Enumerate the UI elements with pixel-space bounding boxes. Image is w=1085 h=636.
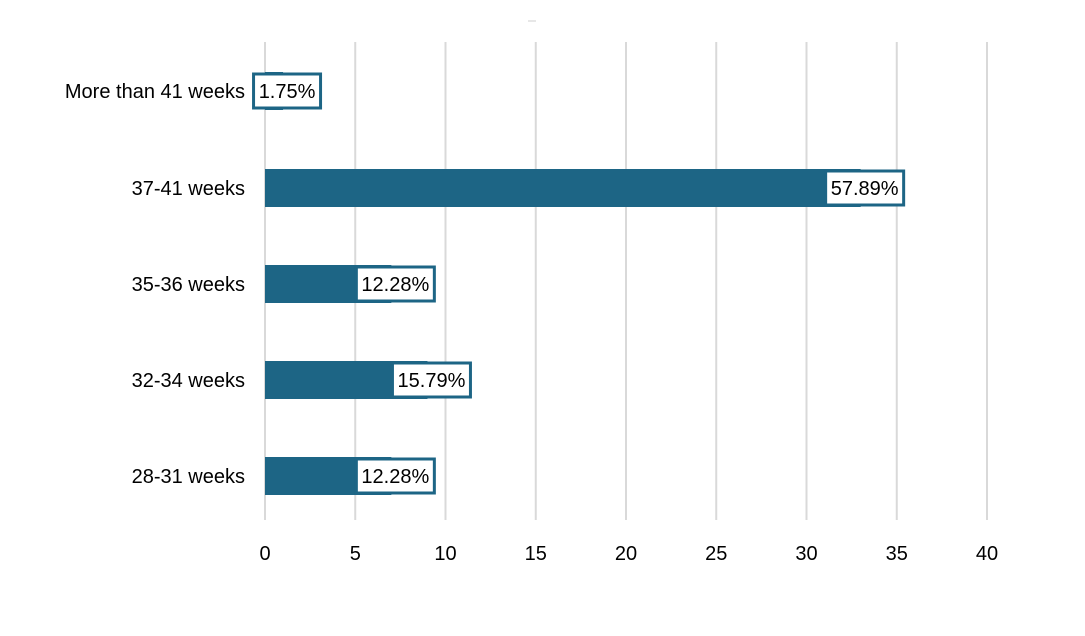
data-label-text: 12.28%	[361, 274, 429, 296]
data-label-text: 15.79%	[398, 370, 466, 392]
x-tick-label: 10	[434, 543, 456, 565]
x-tick-label: 40	[976, 543, 998, 565]
data-label-box	[354, 265, 436, 303]
data-labels: 1.75% 57.89% 12.28% 15.79% 12.28%	[252, 72, 906, 495]
data-label: 15.79%	[390, 361, 472, 399]
x-tick-label: 25	[705, 543, 727, 565]
x-tick-label: 15	[525, 543, 547, 565]
gridlines	[264, 42, 988, 520]
data-label-box	[824, 169, 906, 207]
category-label: 28-31 weeks	[132, 466, 245, 488]
data-label-box	[252, 72, 323, 110]
category-label: 32-34 weeks	[132, 370, 245, 392]
x-tick-label: 20	[615, 543, 637, 565]
x-axis-tick-labels: 0 5 10 15 20 25 30 35 40	[259, 543, 998, 565]
data-label-box	[354, 457, 436, 495]
data-label: 12.28%	[354, 265, 436, 303]
data-label-text: 57.89%	[831, 178, 899, 200]
data-label-text: 1.75%	[259, 81, 316, 103]
data-label: 1.75%	[252, 72, 323, 110]
category-label: 37-41 weeks	[132, 178, 245, 200]
data-label-text: 12.28%	[361, 466, 429, 488]
category-labels: More than 41 weeks 37-41 weeks 35-36 weeks…	[65, 81, 245, 488]
data-label: 12.28%	[354, 457, 436, 495]
x-tick-label: 30	[795, 543, 817, 565]
data-label: 57.89%	[824, 169, 906, 207]
x-tick-label: 35	[886, 543, 908, 565]
x-tick-label: 0	[259, 543, 270, 565]
data-label-box	[390, 361, 472, 399]
bar-1	[265, 169, 861, 207]
x-tick-label: 5	[350, 543, 361, 565]
category-label: More than 41 weeks	[65, 81, 245, 103]
category-label: 35-36 weeks	[132, 274, 245, 296]
